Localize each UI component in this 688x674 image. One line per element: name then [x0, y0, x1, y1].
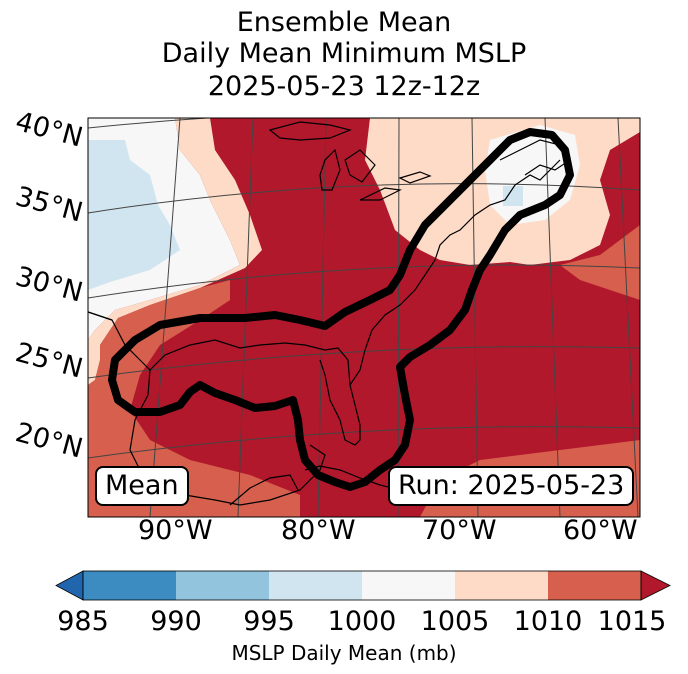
title-line-3: 2025-05-23 12z-12z — [207, 71, 481, 102]
title-line-2: Daily Mean Minimum MSLP — [161, 38, 527, 69]
lake-ontario — [398, 171, 432, 184]
lake-michigan — [319, 148, 341, 191]
colorbar-segment — [455, 571, 549, 600]
parallel-20n — [88, 426, 640, 459]
graticule — [88, 118, 640, 517]
colorbar-segment — [362, 571, 456, 600]
meridian-70w — [471, 118, 479, 517]
colorbar-tick-1000: 1000 — [327, 606, 397, 637]
parallel-25n — [88, 346, 640, 379]
lon-label-80w: 80°W — [281, 515, 356, 546]
lake-superior — [268, 121, 352, 141]
lon-label-90w: 90°W — [138, 515, 213, 546]
mslp-fill-995-1000-patch — [503, 186, 523, 206]
colorbar-segment — [548, 571, 642, 600]
lon-label-60w: 60°W — [563, 515, 638, 546]
colorbar-tick-1010: 1010 — [513, 606, 583, 637]
coast-yucatan — [229, 474, 299, 506]
colorbar-frame — [82, 570, 642, 601]
run-date-box: Run: 2025-05-23 — [388, 466, 635, 506]
title-line-1: Ensemble Mean — [236, 7, 452, 38]
parallel-40n — [88, 118, 640, 129]
pressure-field — [88, 118, 640, 517]
colorbar-title: MSLP Daily Mean (mb) — [231, 641, 457, 665]
parallel-30n — [88, 264, 640, 299]
colorbar-tick-990: 990 — [150, 606, 202, 637]
colorbar-extend-low — [55, 570, 84, 601]
lon-label-70w: 70°W — [422, 515, 497, 546]
colorbar-tick-995: 995 — [243, 606, 295, 637]
lake-erie — [359, 187, 403, 201]
colorbar-segment — [83, 571, 177, 600]
colorbar-tick-1005: 1005 — [420, 606, 490, 637]
map-frame — [87, 117, 641, 518]
colorbar-tick-985: 985 — [57, 606, 109, 637]
meridian-90w — [149, 118, 181, 517]
coast-atlantic — [349, 159, 561, 386]
colorbar-segment — [176, 571, 270, 600]
colorbar-extend-high — [640, 570, 671, 601]
colorbar — [55, 570, 671, 601]
lake-huron — [344, 149, 376, 183]
meridian-60w — [617, 118, 639, 517]
meridian-80w — [317, 118, 327, 517]
mslp-fill-1010-1015-east — [560, 225, 640, 300]
mslp-fill-995-1000 — [88, 140, 180, 290]
colorbar-segment — [269, 571, 363, 600]
threshold-contour — [108, 128, 574, 491]
mslp-fill-1005-1010-west — [88, 118, 262, 385]
meridian-65w — [544, 118, 561, 517]
us-mexico-border — [88, 311, 113, 321]
colorbar-tick-1015: 1015 — [597, 606, 667, 637]
coast-cuba — [304, 465, 401, 491]
coast-gulf-north — [149, 339, 361, 446]
mean-label-box: Mean — [95, 466, 189, 506]
